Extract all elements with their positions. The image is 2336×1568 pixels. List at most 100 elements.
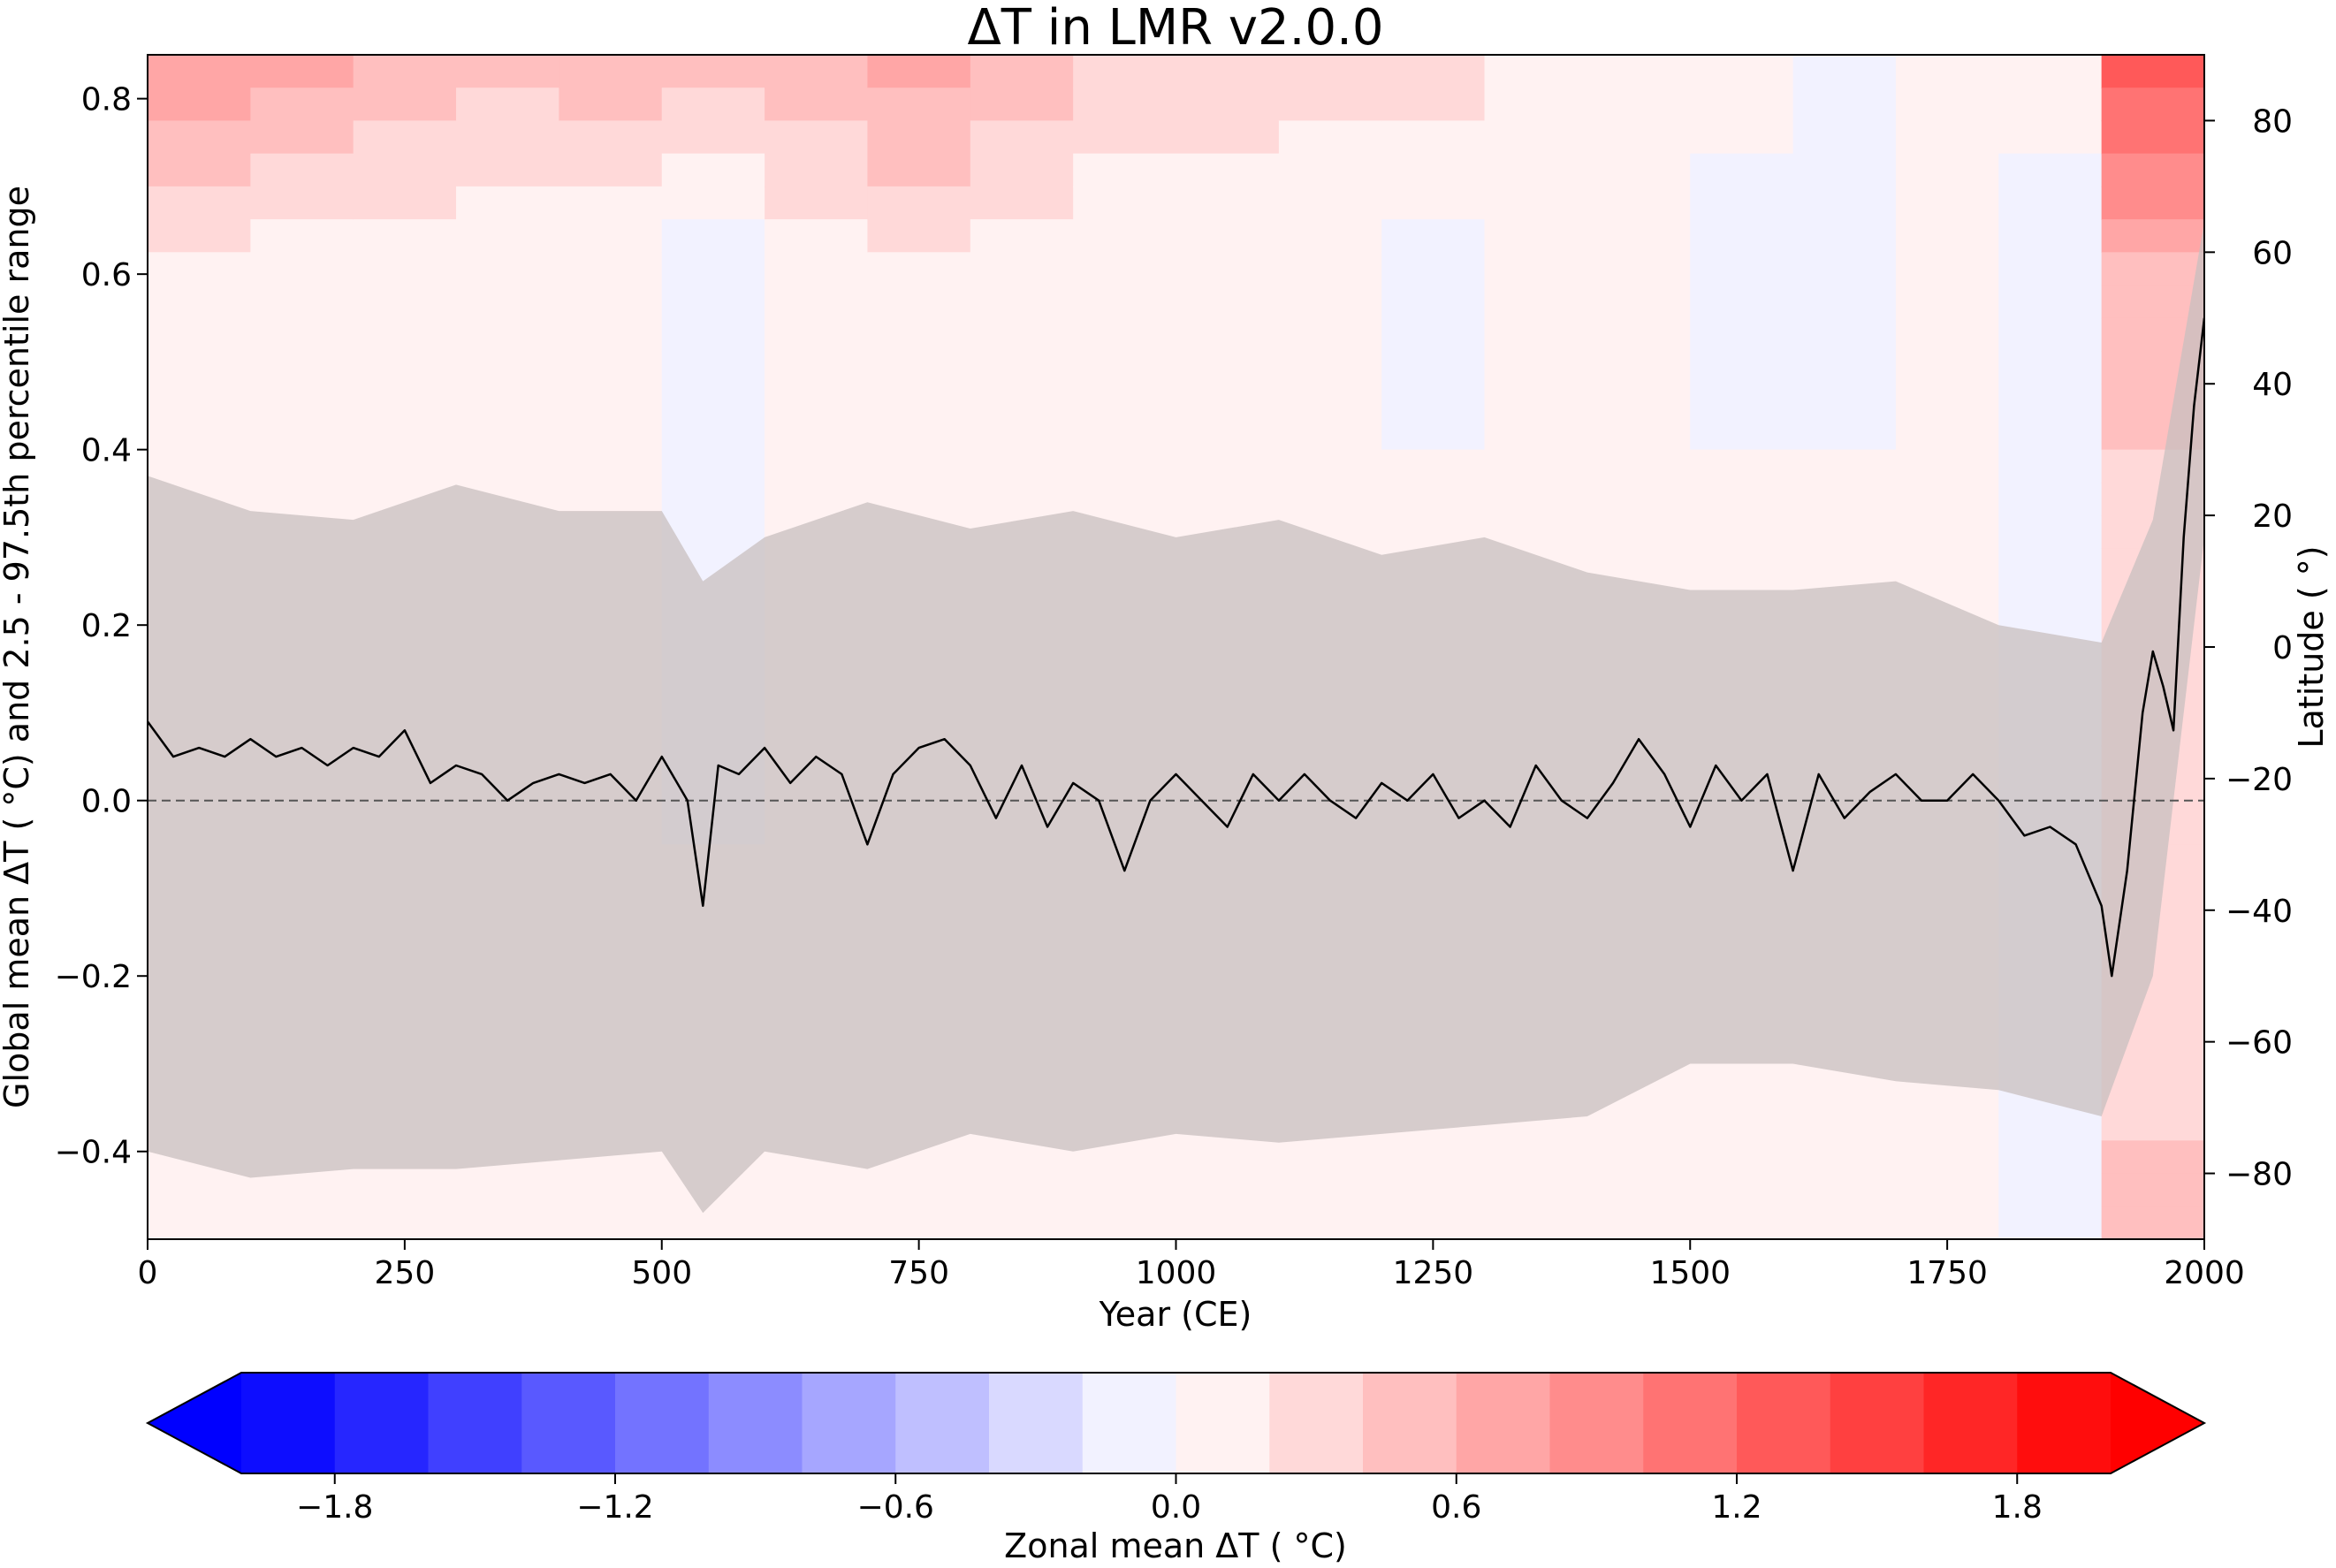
heatmap-cell — [1176, 186, 1280, 220]
heatmap-cell — [1381, 186, 1486, 220]
heatmap-cell — [1176, 449, 1280, 483]
heatmap-cell — [765, 449, 869, 483]
heatmap-cell — [1895, 153, 2000, 187]
heatmap-cell — [1690, 317, 1794, 352]
heatmap-cell — [250, 285, 354, 319]
heatmap-cell — [970, 120, 1074, 155]
colorbar-tick-label: −1.8 — [296, 1489, 373, 1526]
colorbar-segment — [1923, 1373, 2018, 1473]
heatmap-cell — [1690, 219, 1794, 254]
heatmap-cell — [661, 120, 765, 155]
heatmap-cell — [1792, 88, 1897, 122]
heatmap-cell — [1895, 317, 2000, 352]
heatmap-cell — [1278, 186, 1382, 220]
heatmap-cell — [456, 384, 560, 418]
heatmap-cell — [456, 1173, 560, 1207]
heatmap-cell — [1792, 252, 1897, 286]
heatmap-cell — [559, 285, 663, 319]
heatmap-cell — [1895, 252, 2000, 286]
heatmap-cell — [456, 219, 560, 254]
heatmap-cell — [1587, 186, 1692, 220]
heatmap-cell — [1587, 449, 1692, 483]
heatmap-cell — [353, 153, 457, 187]
heatmap-cell — [765, 88, 869, 122]
heatmap-cell — [765, 416, 869, 451]
colorbar-label: Zonal mean ΔT ( °C) — [1004, 1526, 1347, 1564]
heatmap-cell — [867, 317, 971, 352]
heatmap-cell — [148, 186, 252, 220]
heatmap-cell — [765, 351, 869, 385]
heatmap-cell — [1381, 120, 1486, 155]
heatmap-cell — [1176, 1206, 1280, 1239]
heatmap-cell — [1278, 1206, 1382, 1239]
heatmap-cell — [1484, 252, 1588, 286]
heatmap-cell — [148, 351, 252, 385]
heatmap-cell — [1073, 1206, 1177, 1239]
heatmap-cell — [559, 351, 663, 385]
heatmap-cell — [765, 1173, 869, 1207]
heatmap-cell — [1998, 1107, 2103, 1142]
heatmap-cell — [867, 449, 971, 483]
heatmap-cell — [1176, 1140, 1280, 1175]
heatmap-cell — [1690, 1107, 1794, 1142]
heatmap-cell — [1278, 55, 1382, 89]
heatmap-cell — [1998, 482, 2103, 516]
heatmap-cell — [353, 88, 457, 122]
heatmap-cell — [1792, 219, 1897, 254]
heatmap-cell — [867, 252, 971, 286]
heatmap-cell — [1895, 548, 2000, 582]
heatmap-cell — [148, 120, 252, 155]
heatmap-cell — [1998, 1173, 2103, 1207]
heatmap-cell — [1484, 285, 1588, 319]
heatmap-cell — [970, 1173, 1074, 1207]
heatmap-cell — [1998, 416, 2103, 451]
colorbar-segment — [989, 1373, 1084, 1473]
y-tick-label: 0.0 — [81, 784, 132, 820]
global-mean-series-layer — [148, 317, 2204, 978]
heatmap-cell — [1381, 153, 1486, 187]
heatmap-cell — [1998, 186, 2103, 220]
heatmap-cell — [1998, 55, 2103, 89]
heatmap-cell — [867, 219, 971, 254]
heatmap-cell — [456, 252, 560, 286]
heatmap-cell — [1792, 120, 1897, 155]
heatmap-cell — [1073, 317, 1177, 352]
colorbar-outline — [145, 1372, 2207, 1474]
heatmap-cell — [353, 285, 457, 319]
heatmap-cell — [1690, 153, 1794, 187]
heatmap-cell — [1690, 449, 1794, 483]
heatmap-cell — [970, 186, 1074, 220]
heatmap-cell — [1484, 153, 1588, 187]
heatmap-cell — [250, 55, 354, 89]
heatmap-cell — [1381, 285, 1486, 319]
heatmap-cell — [2101, 1140, 2204, 1175]
colorbar-tick-label: 1.2 — [1711, 1489, 1762, 1526]
heatmap-cell — [353, 416, 457, 451]
heatmap-cell — [970, 351, 1074, 385]
y2-tick-label: 40 — [2252, 367, 2293, 403]
heatmap-cell — [353, 384, 457, 418]
heatmap-cell — [970, 384, 1074, 418]
heatmap-cell — [1587, 384, 1692, 418]
heatmap-cell — [1998, 252, 2103, 286]
heatmap-cell — [867, 285, 971, 319]
heatmap-cell — [1998, 548, 2103, 582]
heatmap-cell — [765, 55, 869, 89]
colorbar-segment — [1363, 1373, 1457, 1473]
heatmap-cell — [867, 351, 971, 385]
colorbar-segment — [1643, 1373, 1738, 1473]
heatmap-cell — [1690, 515, 1794, 550]
heatmap-cell — [1792, 285, 1897, 319]
heatmap-cell — [1998, 88, 2103, 122]
y2-tick-label: −40 — [2226, 894, 2293, 930]
heatmap-cell — [1998, 581, 2103, 615]
heatmap-cell — [1381, 482, 1486, 516]
x-axis-ticks: 0 250 500 750 1000 1250 1500 1750 2000 — [138, 1239, 2245, 1291]
heatmap-cell — [1484, 55, 1588, 89]
heatmap-cell — [1690, 252, 1794, 286]
heatmap-cell — [661, 252, 765, 286]
global-mean-line — [148, 317, 2204, 978]
heatmap-cell — [250, 252, 354, 286]
heatmap-cell — [1587, 1140, 1692, 1175]
heatmap-cell — [1381, 1206, 1486, 1239]
